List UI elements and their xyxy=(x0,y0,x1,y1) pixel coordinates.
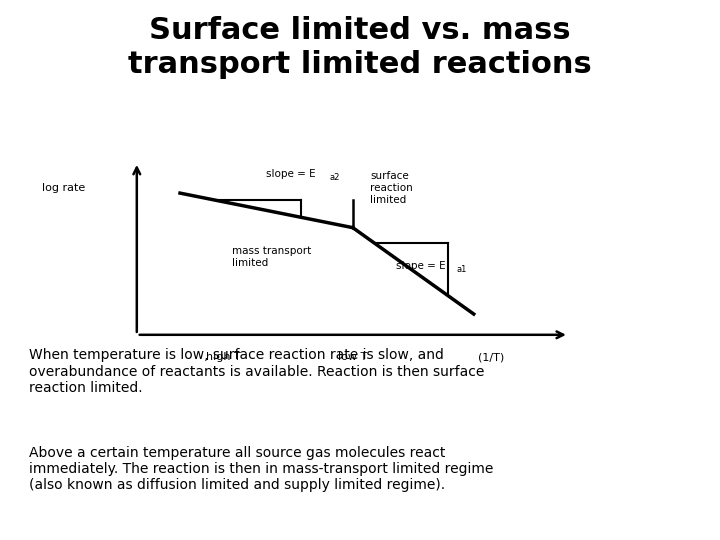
Text: (1/T): (1/T) xyxy=(478,352,504,362)
Text: a2: a2 xyxy=(329,173,339,182)
Text: a1: a1 xyxy=(456,265,467,274)
Text: Above a certain temperature all source gas molecules react
immediately. The reac: Above a certain temperature all source g… xyxy=(29,446,493,492)
Text: mass transport
limited: mass transport limited xyxy=(232,246,311,268)
Text: Surface limited vs. mass
transport limited reactions: Surface limited vs. mass transport limit… xyxy=(128,16,592,79)
Text: log rate: log rate xyxy=(42,183,85,193)
Text: When temperature is low, surface reaction rate is slow, and
overabundance of rea: When temperature is low, surface reactio… xyxy=(29,348,484,395)
Text: high T: high T xyxy=(206,352,240,362)
Text: slope = E: slope = E xyxy=(266,169,316,179)
Text: surface
reaction
limited: surface reaction limited xyxy=(370,171,413,205)
Text: slope = E: slope = E xyxy=(396,261,446,271)
Text: low T: low T xyxy=(338,352,367,362)
